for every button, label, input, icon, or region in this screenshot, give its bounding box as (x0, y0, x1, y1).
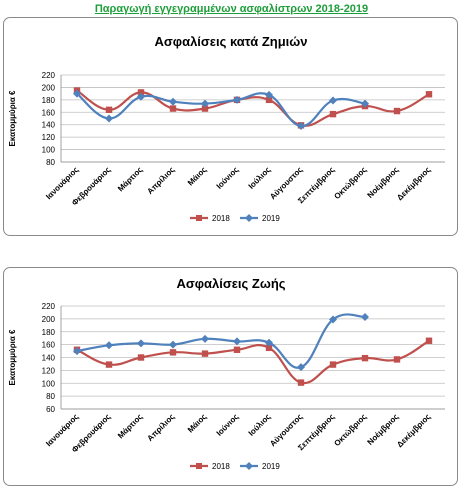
y-tick-label: 80 (46, 392, 55, 401)
data-point-2018 (329, 110, 337, 118)
x-tick-label: Δεκέμβριος (395, 165, 432, 202)
data-point-2019 (297, 121, 305, 130)
data-point-2019 (329, 315, 337, 324)
data-point-2018 (361, 354, 369, 362)
chart-title: Ασφαλίσεις κατά Ζημιών (155, 34, 308, 49)
data-point-2019 (169, 340, 177, 349)
x-tick-label: Ιούνιος (215, 412, 241, 438)
y-tick-label: 80 (46, 158, 55, 167)
data-point-2019 (329, 96, 337, 105)
y-tick-label: 160 (42, 108, 56, 117)
legend-label: 2019 (262, 462, 280, 471)
series-line-2019 (76, 313, 366, 369)
data-point-2018 (329, 361, 337, 368)
y-tick-label: 180 (42, 96, 56, 105)
data-point-2019 (265, 338, 273, 347)
y-tick-label: 160 (42, 341, 56, 350)
series-line-2019 (76, 92, 366, 128)
data-point-2019 (169, 97, 177, 106)
data-point-2019 (233, 337, 241, 346)
y-tick-label: 60 (46, 405, 55, 414)
data-point-2018 (169, 349, 177, 356)
data-point-2018 (393, 356, 401, 363)
chart-svg: Ασφαλίσεις κατά Ζημιών Εκατομμύρια € 80 100… (8, 34, 445, 223)
y-tick-label: 220 (42, 302, 56, 311)
legend-marker-2019 (245, 214, 253, 222)
x-tick-label: Ιούλιος (247, 165, 273, 191)
data-point-2019 (73, 89, 81, 98)
chart-non-life-insurance: Ασφαλίσεις κατά Ζημιών Εκατομμύρια € 80 100… (3, 17, 458, 236)
y-axis-label: Εκατομμύρια € (8, 90, 17, 146)
y-tick-label: 120 (42, 366, 56, 375)
y-axis-label: Εκατομμύρια € (8, 329, 17, 385)
data-point-2019 (137, 339, 145, 348)
y-tick-label: 100 (42, 146, 56, 155)
data-point-2018 (233, 346, 241, 353)
y-tick-label: 200 (42, 315, 56, 324)
y-tick-label: 100 (42, 379, 56, 388)
chart-life-insurance: Ασφαλίσεις Ζωής Εκατομμύρια € 60 80 100 120 14… (3, 267, 458, 486)
data-point-2019 (137, 92, 145, 101)
data-point-2018 (201, 350, 209, 357)
data-point-2018 (297, 379, 305, 386)
data-point-2019 (105, 341, 113, 350)
y-tick-label: 200 (42, 83, 56, 92)
data-point-2018 (201, 105, 209, 112)
data-point-2019 (265, 90, 273, 99)
chart-title: Ασφαλίσεις Ζωής (176, 276, 285, 291)
series-line-2018 (76, 339, 430, 385)
data-point-2018 (425, 337, 433, 344)
data-point-2018 (425, 91, 433, 98)
x-tick-label: Ιούνιος (215, 165, 241, 191)
legend-marker-2019 (245, 462, 253, 470)
data-point-2018 (169, 105, 177, 112)
y-tick-label: 140 (42, 121, 56, 130)
data-point-2018 (137, 354, 145, 361)
data-point-2019 (73, 347, 81, 356)
data-point-2019 (105, 114, 113, 123)
y-tick-label: 140 (42, 354, 56, 363)
legend-marker-2018 (196, 463, 202, 469)
data-point-2019 (201, 99, 209, 108)
x-tick-label: Οκτώβριος (332, 412, 368, 448)
data-point-2018 (105, 106, 113, 113)
x-tick-label: Μάιος (186, 412, 209, 435)
x-tick-label: Απρίλιος (145, 165, 176, 196)
data-point-2018 (105, 361, 113, 368)
chart-svg: Ασφαλίσεις Ζωής Εκατομμύρια € 60 80 100 120 14… (8, 276, 445, 471)
x-tick-label: Απρίλιος (145, 412, 176, 443)
y-tick-label: 120 (42, 133, 56, 142)
x-tick-label: Δεκέμβριος (395, 412, 432, 449)
data-point-2019 (297, 363, 305, 372)
x-tick-label: Μάρτιος (116, 165, 144, 193)
data-point-2018 (393, 107, 401, 115)
data-point-2018 (265, 344, 273, 352)
page-title: Παραγωγή εγγεγραμμένων ασφαλίστρων 2018-… (94, 3, 369, 15)
legend-label: 2018 (212, 214, 230, 223)
legend-label: 2018 (212, 462, 230, 471)
data-point-2018 (265, 96, 273, 104)
data-point-2019 (361, 99, 369, 108)
data-point-2018 (137, 89, 145, 96)
y-tick-label: 220 (42, 71, 56, 80)
x-tick-label: Οκτώβριος (332, 165, 368, 201)
y-tick-label: 180 (42, 328, 56, 337)
legend-marker-2018 (196, 215, 202, 221)
data-point-2019 (233, 95, 241, 104)
x-tick-label: Ιούλιος (247, 412, 273, 438)
x-tick-label: Μάιος (186, 165, 209, 188)
data-point-2019 (201, 334, 209, 343)
data-point-2019 (361, 312, 369, 321)
x-tick-label: Μάρτιος (116, 412, 144, 440)
legend-label: 2019 (262, 214, 280, 223)
